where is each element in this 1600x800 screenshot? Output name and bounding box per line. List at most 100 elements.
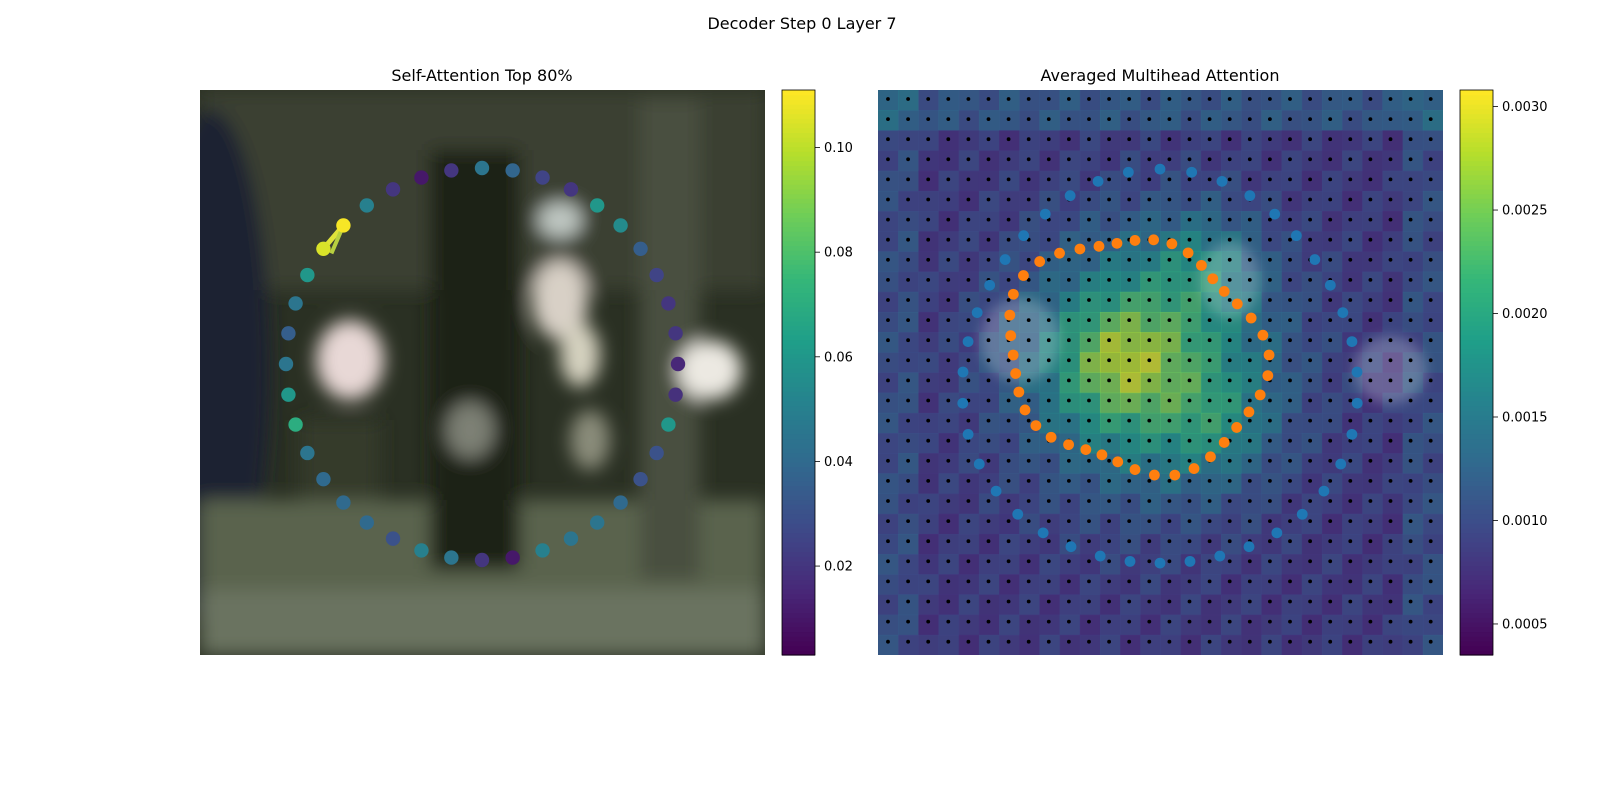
- outer-ring-point: [999, 254, 1011, 265]
- ring-point: [670, 356, 686, 372]
- ring-point: [661, 417, 676, 432]
- contour-point: [1166, 238, 1178, 250]
- outer-ring-point: [1243, 541, 1255, 553]
- ring-point: [668, 387, 683, 402]
- contour-point: [1205, 451, 1216, 463]
- ring-point: [649, 267, 664, 283]
- outer-ring-point: [1065, 541, 1077, 553]
- contour-point: [1148, 469, 1160, 481]
- contour-point: [1093, 240, 1105, 252]
- contour-point: [1231, 298, 1243, 310]
- outer-ring-point: [990, 485, 1002, 497]
- contour-point: [1112, 456, 1124, 468]
- contour-point: [1254, 389, 1266, 401]
- predicted-contour: [1004, 234, 1275, 481]
- ring-point: [336, 218, 351, 233]
- ring-point: [281, 326, 296, 341]
- ring-point: [288, 417, 303, 432]
- ring-point: [505, 550, 520, 565]
- contour-point: [1007, 288, 1019, 300]
- contour-point: [1188, 463, 1200, 474]
- contour-point: [1030, 420, 1042, 432]
- outer-ring-point: [1335, 458, 1347, 470]
- ring-point: [316, 241, 331, 256]
- right-colorbar-tick-label: 0.0030: [1502, 100, 1548, 115]
- contour-point: [1034, 256, 1046, 267]
- outer-ring-point: [1154, 557, 1166, 569]
- left-colorbar-tick-label: 0.10: [824, 141, 853, 156]
- contour-point: [1148, 234, 1160, 246]
- outer-ring-point: [1214, 550, 1226, 562]
- contour-point: [1262, 370, 1274, 382]
- ring-point: [414, 170, 429, 185]
- contour-point: [1218, 286, 1230, 297]
- contour-point: [1018, 270, 1029, 281]
- outer-ring-point: [1351, 366, 1363, 378]
- contour-point: [1129, 235, 1141, 246]
- contour-point: [1004, 309, 1016, 321]
- left-colorbar-tick-label: 0.06: [824, 350, 853, 365]
- ring-point: [278, 356, 294, 372]
- ring-point: [281, 387, 296, 402]
- outer-ring: [957, 163, 1363, 569]
- ring-point: [633, 472, 648, 487]
- outer-ring-point: [1346, 336, 1358, 348]
- outer-ring-point: [1037, 527, 1049, 539]
- left-panel: Self-Attention Top 80%: [200, 66, 765, 655]
- outer-ring-point: [962, 336, 974, 348]
- outer-ring-point: [1216, 175, 1228, 187]
- outer-ring-point: [957, 397, 969, 409]
- contour-point: [1080, 444, 1092, 455]
- left-colorbar-tick-label: 0.08: [824, 246, 853, 261]
- right-colorbar-tick-label: 0.0025: [1502, 204, 1548, 219]
- ring-point: [649, 445, 664, 461]
- outer-ring-point: [1309, 254, 1321, 265]
- outer-ring-point: [1351, 397, 1363, 409]
- outer-ring-point: [1318, 485, 1330, 497]
- contour-point: [1196, 259, 1207, 271]
- outer-ring-point: [1271, 527, 1283, 539]
- contour-point: [1063, 439, 1074, 451]
- ring-point: [613, 218, 628, 233]
- contour-point: [1207, 273, 1219, 285]
- right-colorbar-tick-label: 0.0020: [1502, 307, 1548, 322]
- contour-point: [1243, 406, 1255, 418]
- ring-point: [563, 182, 579, 197]
- outer-ring-point: [1337, 307, 1349, 319]
- ring-point: [300, 267, 315, 283]
- outer-ring-point: [1012, 508, 1024, 520]
- ring-point: [590, 198, 605, 213]
- outer-ring-point: [1186, 166, 1198, 178]
- contour-point: [1019, 404, 1031, 416]
- ring-point: [385, 531, 401, 546]
- left-colorbar-tick-label: 0.02: [824, 560, 853, 575]
- ring-point: [359, 515, 374, 530]
- outer-ring-point: [1124, 555, 1136, 567]
- right-colorbar-tick-label: 0.0005: [1502, 617, 1548, 632]
- right-colorbar-tick-label: 0.0010: [1502, 514, 1548, 529]
- right-heatmap: [878, 90, 1443, 655]
- ring-point: [474, 160, 490, 176]
- ring-point: [505, 163, 520, 178]
- contour-point: [1218, 437, 1230, 448]
- ring-point: [444, 163, 459, 178]
- contour-point: [1245, 312, 1257, 324]
- ring-point: [288, 296, 303, 311]
- outer-ring-point: [1346, 428, 1358, 440]
- right-colorbar-tick-label: 0.0015: [1502, 410, 1548, 425]
- outer-ring-point: [1269, 208, 1281, 220]
- ring-point: [535, 170, 550, 185]
- ring-point: [535, 543, 550, 558]
- outer-ring-point: [1324, 279, 1336, 291]
- contour-point: [1096, 449, 1108, 461]
- outer-ring-point: [971, 307, 983, 319]
- contour-point: [1263, 349, 1275, 361]
- contour-point: [1169, 469, 1181, 481]
- ring-point: [336, 495, 351, 510]
- outer-ring-point: [1039, 208, 1051, 220]
- outer-ring-point: [1244, 190, 1256, 202]
- outer-ring-point: [1018, 230, 1030, 242]
- outer-ring-point: [1064, 190, 1076, 202]
- left-colorbar: 0.02 0.04 0.06 0.08 0.10: [781, 89, 853, 656]
- contour-point: [1111, 237, 1123, 249]
